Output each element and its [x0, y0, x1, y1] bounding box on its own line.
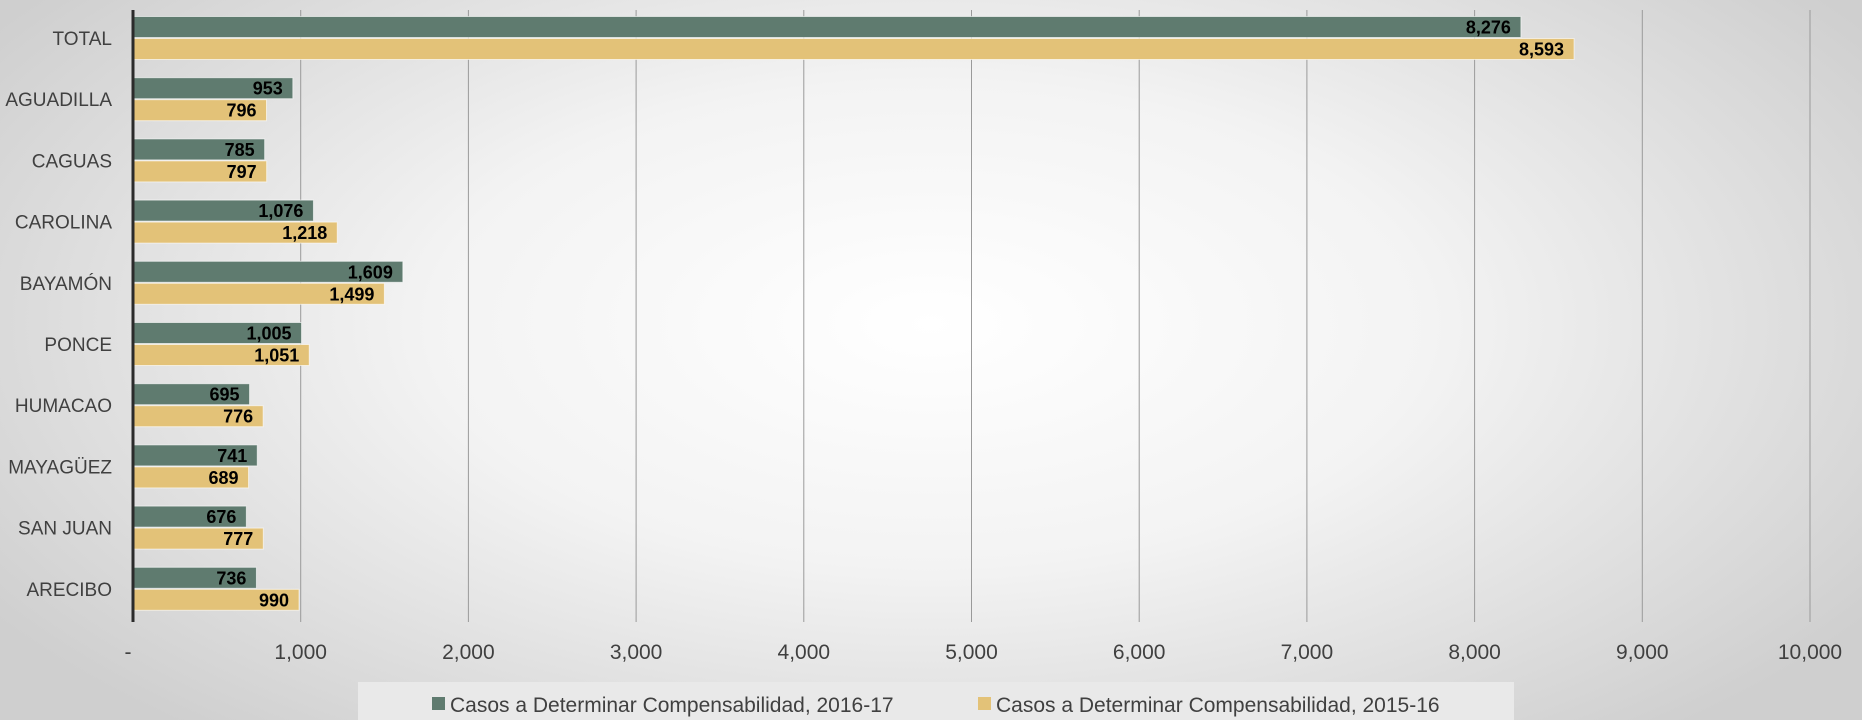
- x-tick-label: 1,000: [274, 641, 327, 664]
- data-label: 8,593: [1519, 40, 1564, 60]
- data-label: 8,276: [1466, 18, 1511, 38]
- x-tick-label: 9,000: [1616, 641, 1669, 664]
- data-label: 1,076: [258, 201, 303, 221]
- data-label: 741: [217, 446, 247, 466]
- data-label: 736: [216, 568, 246, 588]
- category-label: AGUADILLA: [5, 90, 112, 111]
- data-label: 953: [253, 79, 283, 99]
- data-label: 1,609: [348, 262, 393, 282]
- data-label: 1,005: [246, 324, 291, 344]
- data-label: 990: [259, 590, 289, 610]
- data-label: 695: [210, 385, 240, 405]
- category-label: HUMACAO: [15, 396, 112, 417]
- bar: [132, 16, 1522, 38]
- x-tick-label: 7,000: [1281, 641, 1334, 664]
- legend-swatch: [978, 697, 991, 710]
- data-label: 797: [227, 162, 257, 182]
- category-label: MAYAGÜEZ: [8, 457, 112, 478]
- data-label: 785: [225, 140, 255, 160]
- x-tick-label: -: [125, 641, 132, 664]
- category-label: CAROLINA: [15, 213, 112, 234]
- bars: [132, 16, 1575, 611]
- data-label: 676: [206, 507, 236, 527]
- x-tick-labels: - 1,000 2,000 3,000 4,000 5,000 6,000 7,000 8,00…: [125, 641, 1843, 664]
- x-tick-label: 3,000: [610, 641, 663, 664]
- data-label: 1,499: [329, 284, 374, 304]
- legend-label: Casos a Determinar Compensabilidad, 2016…: [450, 694, 894, 717]
- data-label: 689: [208, 468, 238, 488]
- legend-label: Casos a Determinar Compensabilidad, 2015…: [996, 694, 1440, 717]
- legend-background: [358, 682, 1514, 720]
- data-label: 1,218: [282, 223, 327, 243]
- category-label: BAYAMÓN: [20, 273, 112, 295]
- data-label: 1,051: [254, 346, 299, 366]
- data-label: 777: [223, 529, 253, 549]
- data-label: 796: [226, 101, 256, 121]
- category-label: ARECIBO: [26, 580, 112, 601]
- gridlines: [300, 10, 1811, 622]
- x-tick-label: 6,000: [1113, 641, 1166, 664]
- category-labels: TOTAL AGUADILLA CAGUAS CAROLINA BAYAMÓN PONCE…: [5, 29, 112, 601]
- data-label: 776: [223, 407, 253, 427]
- category-label: PONCE: [44, 335, 112, 356]
- x-tick-label: 4,000: [778, 641, 831, 664]
- category-label: CAGUAS: [32, 151, 112, 172]
- x-tick-label: 2,000: [442, 641, 495, 664]
- x-tick-label: 10,000: [1778, 641, 1842, 664]
- category-label: SAN JUAN: [18, 519, 112, 540]
- category-label: TOTAL: [53, 29, 112, 50]
- legend-swatch: [432, 697, 445, 710]
- x-tick-label: 5,000: [945, 641, 998, 664]
- x-tick-label: 8,000: [1448, 641, 1501, 664]
- legend: Casos a Determinar Compensabilidad, 2016…: [358, 682, 1514, 720]
- bar: [132, 38, 1575, 60]
